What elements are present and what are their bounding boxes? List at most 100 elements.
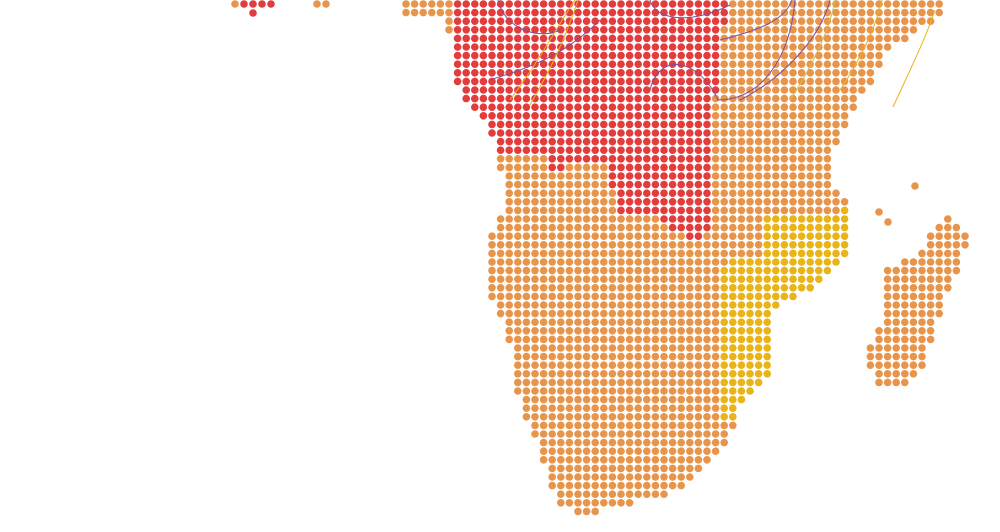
- map-dot: [668, 438, 677, 447]
- map-dot: [737, 318, 746, 327]
- map-dot: [565, 51, 574, 60]
- map-dot: [582, 318, 591, 327]
- map-dot: [531, 395, 539, 404]
- map-dot: [625, 481, 634, 490]
- map-dot: [531, 69, 539, 77]
- map-dot: [806, 51, 814, 60]
- map-dot: [514, 189, 522, 197]
- map-dot: [651, 163, 660, 172]
- map-dot: [772, 129, 780, 137]
- map-dot: [582, 215, 591, 223]
- map-dot: [479, 17, 488, 26]
- map-dot: [729, 155, 737, 163]
- map-dot: [531, 292, 539, 301]
- map-dot: [746, 292, 754, 301]
- map-dot: [737, 103, 746, 111]
- map-dot: [557, 327, 565, 335]
- map-dot: [574, 464, 582, 473]
- map-dot: [711, 292, 720, 301]
- map-dot: [746, 146, 754, 154]
- map-dot: [591, 499, 599, 507]
- map-dot: [772, 292, 780, 301]
- map-dot: [703, 43, 711, 51]
- map-dot: [582, 8, 591, 17]
- map-dot: [634, 189, 642, 197]
- map-dot: [471, 86, 479, 94]
- map-dot: [496, 77, 505, 86]
- map-dot: [531, 120, 539, 129]
- map-dot: [453, 0, 462, 8]
- map-dot: [806, 146, 814, 154]
- map-dot: [557, 94, 565, 103]
- map-dot: [737, 180, 746, 189]
- map-dot: [591, 69, 599, 77]
- map-dot: [565, 352, 574, 361]
- map-dot: [918, 249, 926, 258]
- map-dot: [720, 163, 728, 172]
- map-dot: [462, 34, 471, 43]
- map-dot: [608, 309, 617, 318]
- map-dot: [548, 206, 556, 215]
- map-dot: [668, 232, 677, 240]
- map-dot: [488, 103, 496, 111]
- map-dot: [643, 266, 651, 275]
- map-dot: [565, 223, 574, 232]
- map-dot: [625, 0, 634, 8]
- map-dot: [694, 421, 703, 430]
- map-dot: [901, 352, 909, 361]
- map-dot: [565, 172, 574, 180]
- map-dot: [754, 8, 763, 17]
- map-dot: [634, 34, 642, 43]
- map-dot: [531, 258, 539, 266]
- map-dot: [600, 77, 608, 86]
- map-dot: [608, 284, 617, 292]
- map-dot: [471, 69, 479, 77]
- map-dot: [823, 163, 832, 172]
- map-dot: [840, 51, 849, 60]
- map-dot: [539, 447, 548, 456]
- map-dot: [772, 112, 780, 120]
- map-dot: [694, 413, 703, 421]
- map-dot: [660, 473, 668, 481]
- route-line: [489, 19, 601, 81]
- map-dot: [677, 301, 685, 309]
- map-dot: [600, 232, 608, 240]
- map-dot: [625, 335, 634, 344]
- map-dot: [720, 318, 728, 327]
- map-dot: [505, 103, 513, 111]
- map-dot: [531, 8, 539, 17]
- map-dot: [643, 335, 651, 344]
- map-dot: [737, 43, 746, 51]
- map-dot: [720, 189, 728, 197]
- map-dot: [746, 77, 754, 86]
- map-dot: [823, 51, 832, 60]
- map-dot: [815, 86, 823, 94]
- map-dot: [892, 34, 900, 43]
- map-dot: [505, 275, 513, 284]
- map-dot: [565, 189, 574, 197]
- map-dot: [565, 361, 574, 370]
- map-dot: [539, 292, 548, 301]
- map-dot: [694, 438, 703, 447]
- map-dot: [548, 77, 556, 86]
- map-dot: [729, 387, 737, 395]
- map-dot: [548, 335, 556, 344]
- map-dot: [471, 17, 479, 26]
- map-dot: [514, 172, 522, 180]
- map-dot: [557, 335, 565, 344]
- map-dot: [737, 206, 746, 215]
- map-dot: [806, 223, 814, 232]
- map-dot: [763, 318, 771, 327]
- map-dot: [737, 361, 746, 370]
- map-dot: [815, 103, 823, 111]
- map-dot: [651, 292, 660, 301]
- map-dot: [858, 0, 866, 8]
- map-dot: [548, 378, 556, 387]
- map-dot: [901, 266, 909, 275]
- map-dot: [462, 51, 471, 60]
- map-dot: [866, 77, 875, 86]
- map-dot: [522, 51, 531, 60]
- map-dot: [539, 43, 548, 51]
- map-dot: [574, 266, 582, 275]
- map-dot: [514, 43, 522, 51]
